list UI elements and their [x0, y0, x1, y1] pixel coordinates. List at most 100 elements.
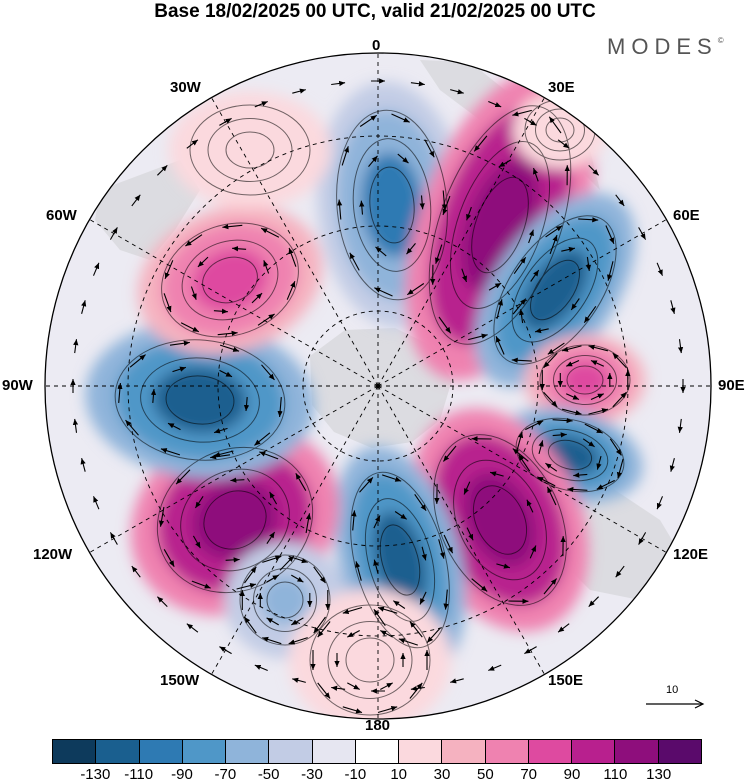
- contour-ring: [545, 117, 575, 143]
- wind-vector: [441, 190, 448, 211]
- wind-vector: [612, 391, 627, 408]
- wind-vector: [263, 260, 270, 274]
- contour-ring: [471, 176, 529, 274]
- lon-label-150w: 150W: [160, 672, 200, 689]
- wind-vector: [596, 479, 615, 490]
- contour-ring: [493, 215, 617, 365]
- wind-vector: [473, 135, 488, 152]
- wind-vector: [588, 408, 609, 415]
- wind-vector: [73, 339, 79, 354]
- colorbar-swatch: [226, 740, 270, 763]
- wind-vector: [669, 458, 675, 472]
- lon-label-150e: 150E: [548, 672, 584, 689]
- contour-ring: [345, 637, 395, 683]
- wind-vector: [355, 561, 362, 581]
- wind-vector: [677, 418, 683, 433]
- wind-vector: [186, 139, 199, 149]
- contour-ring: [203, 490, 267, 550]
- colorbar-swatch: [312, 740, 356, 763]
- anomaly-blob-core: [361, 152, 423, 258]
- wind-vector: [131, 565, 141, 578]
- contour-ring: [161, 222, 299, 338]
- wind-vector: [471, 578, 488, 592]
- wind-vector: [279, 555, 295, 571]
- wind-vector: [573, 472, 588, 478]
- wind-vector: [526, 499, 534, 513]
- wind-vector: [496, 299, 504, 319]
- wind-vector: [468, 333, 488, 341]
- contour-ring: [379, 524, 421, 596]
- colorbar-tick-label: 10: [390, 766, 407, 783]
- wind-vector: [543, 578, 558, 595]
- wind-vector: [222, 224, 243, 230]
- lon-label-120w: 120W: [33, 546, 73, 563]
- lon-label-180: 180: [365, 717, 391, 734]
- wind-vector: [529, 545, 537, 559]
- colorbar-swatch: [96, 740, 140, 763]
- contour-ring: [140, 357, 260, 443]
- wind-vector: [656, 496, 664, 510]
- wind-vector: [513, 256, 527, 275]
- wind-vector: [518, 309, 525, 324]
- wind-vector: [561, 345, 582, 352]
- wind-vector: [169, 340, 190, 346]
- map-title: Base 18/02/2025 00 UTC, valid 21/02/2025…: [154, 1, 596, 22]
- wind-vector: [190, 286, 197, 300]
- wind-vector: [213, 308, 228, 314]
- south-pole-marker: [375, 383, 381, 389]
- wind-vector: [377, 606, 398, 614]
- wind-vector: [606, 261, 614, 281]
- wind-vector: [368, 155, 378, 167]
- wind-vector: [92, 496, 100, 510]
- wind-vector: [656, 262, 664, 276]
- wind-vector: [561, 408, 582, 416]
- wind-vector: [443, 589, 449, 610]
- wind-vector: [259, 451, 279, 460]
- wind-vector: [530, 269, 540, 282]
- wind-vector: [254, 432, 271, 446]
- wind-vector: [164, 260, 174, 280]
- wind-vector: [409, 621, 423, 638]
- contour-ring: [553, 355, 617, 405]
- lon-label-0: 0: [372, 37, 381, 54]
- wind-vector: [677, 339, 684, 354]
- wind-vector: [131, 194, 141, 207]
- wind-vector: [92, 262, 100, 276]
- lon-label-30e: 30E: [548, 79, 575, 96]
- wind-vector: [172, 366, 187, 373]
- wind-vector: [331, 80, 346, 87]
- contour-ring: [165, 375, 235, 425]
- wind-vector: [351, 510, 357, 531]
- wind-vector: [421, 546, 427, 561]
- contour-ring: [531, 428, 609, 482]
- colorbar-swatch: [53, 740, 97, 763]
- wind-vector: [466, 527, 474, 541]
- colorbar-swatch: [442, 740, 486, 763]
- wind-vector: [292, 677, 306, 683]
- wind-vector: [269, 491, 278, 505]
- anomaly-blob-core: [521, 249, 589, 331]
- colorbar-tick-label: -70: [214, 766, 237, 783]
- wind-vector: [236, 582, 257, 590]
- wind-vector: [511, 357, 532, 363]
- colorbar: [52, 739, 702, 764]
- wind-vector: [537, 476, 556, 487]
- wind-vector: [512, 298, 527, 315]
- wind-vector: [434, 244, 443, 264]
- wind-vector: [163, 293, 172, 313]
- wind-vector: [545, 225, 563, 238]
- wind-vector: [359, 477, 374, 493]
- wind-vector: [516, 431, 524, 452]
- wind-vector: [244, 616, 257, 634]
- wind-vector: [590, 393, 605, 401]
- wind-vector: [532, 167, 539, 182]
- wind-vector: [583, 305, 597, 324]
- wind-vector: [406, 283, 425, 296]
- wind-vector: [359, 114, 378, 127]
- wind-vector: [397, 153, 409, 164]
- colorbar-swatch: [615, 740, 659, 763]
- wind-vector: [359, 200, 365, 215]
- wind-vector: [615, 194, 625, 207]
- wind-vector: [609, 438, 622, 456]
- wind-vector: [243, 397, 250, 412]
